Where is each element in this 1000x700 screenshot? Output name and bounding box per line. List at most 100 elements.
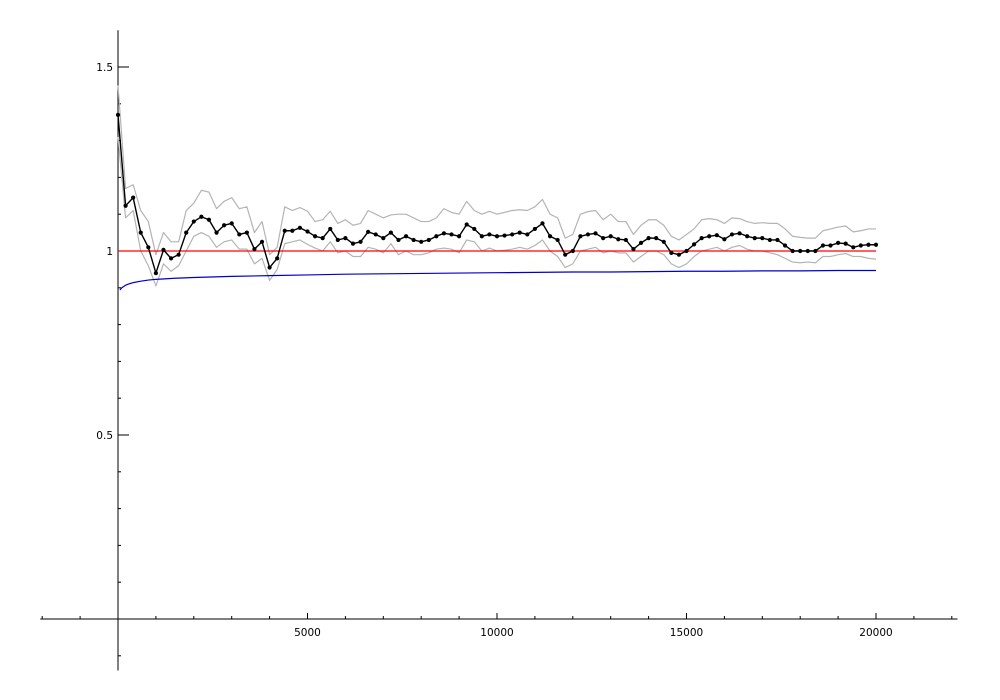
mean-data-point bbox=[790, 248, 795, 254]
mean-data-point bbox=[578, 234, 583, 239]
axes: 5000 10000 15000 20000 0.5 1 1.5 bbox=[40, 30, 958, 671]
mean-data-point bbox=[297, 225, 303, 230]
mean-data-point bbox=[851, 245, 856, 250]
mean-data-point bbox=[745, 234, 750, 239]
plot-area bbox=[115, 85, 879, 291]
mean-data-point bbox=[570, 248, 575, 254]
mean-data-point bbox=[494, 234, 500, 239]
mean-data-point bbox=[638, 240, 644, 246]
mean-data-point bbox=[366, 229, 371, 234]
mean-data-point bbox=[767, 237, 772, 243]
mean-data-point bbox=[244, 230, 249, 235]
mean-data-point bbox=[775, 237, 780, 243]
mean-data-point bbox=[267, 265, 272, 270]
mean-data-point bbox=[646, 236, 651, 241]
mean-data-point bbox=[161, 247, 166, 252]
mean-data-point bbox=[373, 232, 378, 237]
mean-data-point bbox=[328, 226, 333, 232]
mean-data-point bbox=[547, 234, 553, 239]
mean-data-point bbox=[146, 245, 151, 250]
mean-data-point bbox=[335, 237, 340, 243]
mean-data-point bbox=[782, 243, 788, 248]
mean-data-point bbox=[707, 234, 712, 239]
upper-band-series-line bbox=[117, 85, 876, 256]
mean-data-point bbox=[540, 221, 545, 226]
mean-data-point bbox=[441, 231, 447, 236]
mean-data-point bbox=[502, 233, 507, 238]
mean-data-point bbox=[722, 237, 727, 242]
mean-data-point bbox=[487, 232, 492, 237]
x-tick-label: 20000 bbox=[859, 627, 892, 639]
mean-data-point bbox=[350, 241, 356, 246]
mean-data-point bbox=[593, 231, 598, 236]
mean-data-point bbox=[229, 221, 234, 226]
mean-data-point bbox=[873, 242, 879, 247]
mean-data-point bbox=[866, 242, 871, 247]
mean-data-point bbox=[760, 236, 765, 241]
y-tick-label: 0.5 bbox=[96, 430, 113, 442]
x-tick-label: 10000 bbox=[480, 627, 513, 639]
mean-data-point bbox=[669, 250, 674, 255]
mean-data-point bbox=[464, 222, 469, 227]
mean-data-point bbox=[532, 226, 538, 232]
mean-data-point bbox=[691, 242, 697, 247]
mean-data-point bbox=[403, 234, 409, 239]
x-tick-label: 15000 bbox=[670, 627, 703, 639]
mean-data-point bbox=[729, 232, 735, 237]
mean-data-point bbox=[290, 228, 295, 233]
mean-data-point bbox=[608, 234, 613, 239]
mean-data-point bbox=[661, 239, 666, 244]
mean-data-point bbox=[191, 219, 196, 224]
mean-data-point bbox=[138, 230, 143, 235]
mean-data-point bbox=[358, 239, 363, 244]
lower-band-series-line bbox=[117, 136, 877, 287]
x-tick-label: 5000 bbox=[294, 627, 321, 639]
mean-data-point bbox=[214, 230, 219, 235]
mean-data-point bbox=[305, 229, 310, 234]
mean-data-point bbox=[419, 239, 424, 244]
y-tick-label: 1.5 bbox=[96, 62, 113, 74]
mean-data-point bbox=[396, 237, 401, 243]
mean-data-point bbox=[563, 252, 568, 257]
mean-data-point bbox=[820, 243, 826, 248]
mean-data-point bbox=[411, 237, 416, 243]
mean-data-point bbox=[434, 234, 439, 239]
mean-data-point bbox=[237, 232, 242, 237]
mean-data-point bbox=[510, 232, 515, 237]
mean-data-point bbox=[479, 234, 484, 239]
mean-data-point bbox=[813, 248, 818, 254]
mean-data-point bbox=[426, 237, 431, 243]
mean-data-point bbox=[676, 252, 682, 257]
fitted-curve-series-line bbox=[119, 269, 876, 291]
mean-data-point bbox=[343, 236, 348, 241]
mean-data-point bbox=[684, 248, 689, 254]
mean-data-point bbox=[457, 234, 462, 239]
mean-data-point bbox=[222, 223, 227, 228]
mean-data-point bbox=[714, 233, 719, 238]
mean-data-point bbox=[176, 252, 181, 257]
y-tick-label: 1 bbox=[106, 246, 113, 258]
mean-data-point bbox=[199, 214, 204, 219]
mean-data-point bbox=[836, 240, 841, 246]
mean-data-point bbox=[206, 217, 212, 222]
mean-data-point bbox=[184, 230, 189, 235]
mean-data-point bbox=[798, 248, 803, 254]
mean-data-point bbox=[517, 230, 522, 235]
mean-data-point bbox=[699, 236, 704, 241]
mean-data-point bbox=[843, 241, 848, 246]
mean-data-point bbox=[153, 270, 158, 276]
mean-data-point bbox=[449, 232, 454, 237]
mean-data-point bbox=[623, 237, 628, 243]
mean-data-point bbox=[654, 236, 659, 241]
mean-data-point bbox=[601, 236, 606, 241]
mean-data-point bbox=[525, 232, 530, 237]
mean-data-point bbox=[631, 247, 636, 252]
mean-data-point bbox=[131, 195, 136, 200]
mean-data-point bbox=[381, 236, 386, 241]
mean-data-point bbox=[858, 243, 863, 248]
mean-data-point bbox=[123, 203, 128, 208]
mean-data-point bbox=[472, 226, 477, 232]
mean-data-point bbox=[275, 256, 280, 261]
mean-data-point bbox=[252, 247, 257, 252]
